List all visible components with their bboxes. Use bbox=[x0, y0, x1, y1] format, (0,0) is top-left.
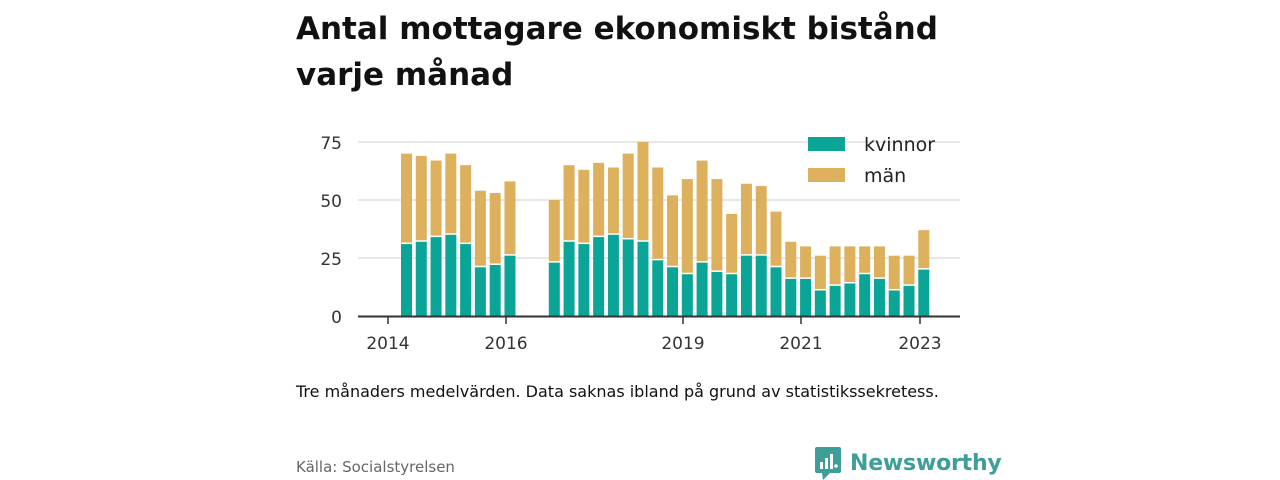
bar-kvinnor[interactable] bbox=[637, 241, 649, 316]
legend: kvinnor män bbox=[808, 134, 935, 187]
bar-man[interactable] bbox=[844, 246, 856, 283]
x-tick-label: 2019 bbox=[661, 334, 704, 354]
bar-man[interactable] bbox=[607, 167, 619, 234]
bar-kvinnor[interactable] bbox=[563, 241, 575, 316]
y-tick-label: 0 bbox=[331, 308, 342, 328]
bar-man[interactable] bbox=[918, 230, 930, 269]
bar-man[interactable] bbox=[548, 200, 560, 262]
chart-note: Tre månaders medelvärden. Data saknas ib… bbox=[296, 382, 939, 401]
y-tick-label: 25 bbox=[320, 250, 342, 270]
bar-kvinnor[interactable] bbox=[474, 267, 486, 316]
x-tick-label: 2023 bbox=[898, 334, 941, 354]
bar-man[interactable] bbox=[430, 160, 442, 236]
bar-man[interactable] bbox=[785, 241, 797, 278]
bar-man[interactable] bbox=[814, 255, 826, 289]
bar-kvinnor[interactable] bbox=[415, 241, 427, 316]
bar-kvinnor[interactable] bbox=[401, 244, 412, 316]
bar-kvinnor[interactable] bbox=[696, 262, 708, 316]
bar-man[interactable] bbox=[504, 181, 516, 255]
bar-kvinnor[interactable] bbox=[873, 278, 885, 316]
bar-man[interactable] bbox=[681, 179, 693, 273]
bar-man[interactable] bbox=[460, 165, 472, 243]
y-tick-label: 50 bbox=[320, 192, 342, 212]
bar-kvinnor[interactable] bbox=[578, 244, 590, 316]
bar-kvinnor[interactable] bbox=[829, 285, 841, 316]
bar-man[interactable] bbox=[637, 142, 649, 241]
bar-man[interactable] bbox=[903, 255, 915, 285]
bar-man[interactable] bbox=[401, 153, 412, 243]
bar-kvinnor[interactable] bbox=[918, 269, 930, 316]
bar-kvinnor[interactable] bbox=[726, 274, 738, 316]
stacked-bar-chart: 0 25 50 75 2014 2016 2019 2021 2023 kvinnor män bbox=[320, 134, 960, 354]
bar-man[interactable] bbox=[755, 186, 767, 255]
bar-kvinnor[interactable] bbox=[667, 267, 679, 316]
bar-kvinnor[interactable] bbox=[859, 274, 871, 316]
bar-kvinnor[interactable] bbox=[593, 237, 605, 316]
chart-title: Antal mottagare ekonomiskt bistånd varje… bbox=[296, 11, 938, 93]
bar-kvinnor[interactable] bbox=[888, 290, 900, 316]
x-tick-label: 2014 bbox=[366, 334, 409, 354]
bar-man[interactable] bbox=[873, 246, 885, 278]
bar-man[interactable] bbox=[888, 255, 900, 289]
bar-man[interactable] bbox=[696, 160, 708, 262]
bar-kvinnor[interactable] bbox=[785, 278, 797, 316]
bar-kvinnor[interactable] bbox=[430, 237, 442, 316]
bar-chart-speech-bubble-icon bbox=[815, 447, 841, 480]
bar-man[interactable] bbox=[711, 179, 723, 271]
bar-man[interactable] bbox=[489, 193, 501, 264]
bar-kvinnor[interactable] bbox=[460, 244, 472, 316]
bar-kvinnor[interactable] bbox=[681, 274, 693, 316]
axes: 0 25 50 75 2014 2016 2019 2021 2023 bbox=[320, 134, 960, 354]
bar-kvinnor[interactable] bbox=[548, 262, 560, 316]
bar-kvinnor[interactable] bbox=[445, 234, 457, 316]
bar-kvinnor[interactable] bbox=[903, 285, 915, 316]
bar-kvinnor[interactable] bbox=[489, 264, 501, 316]
x-tick-label: 2016 bbox=[484, 334, 527, 354]
bar-man[interactable] bbox=[726, 213, 738, 273]
bar-man[interactable] bbox=[829, 246, 841, 285]
bar-man[interactable] bbox=[578, 169, 590, 243]
source-label: Källa: Socialstyrelsen bbox=[296, 458, 455, 476]
bar-kvinnor[interactable] bbox=[504, 255, 516, 316]
bar-man[interactable] bbox=[563, 165, 575, 241]
bar-kvinnor[interactable] bbox=[755, 255, 767, 316]
bar-man[interactable] bbox=[859, 246, 871, 273]
bar-man[interactable] bbox=[800, 246, 812, 278]
bar-man[interactable] bbox=[445, 153, 457, 234]
bars bbox=[401, 142, 930, 316]
bar-kvinnor[interactable] bbox=[740, 255, 752, 316]
bar-man[interactable] bbox=[415, 155, 427, 241]
legend-swatch bbox=[808, 137, 845, 151]
bar-kvinnor[interactable] bbox=[607, 234, 619, 316]
bar-man[interactable] bbox=[652, 167, 664, 259]
legend-label: män bbox=[864, 165, 906, 187]
bar-kvinnor[interactable] bbox=[711, 271, 723, 316]
brand-logo[interactable]: Newsworthy bbox=[814, 446, 1002, 480]
legend-label: kvinnor bbox=[864, 134, 935, 156]
bar-kvinnor[interactable] bbox=[800, 278, 812, 316]
legend-swatch bbox=[808, 168, 845, 182]
bar-man[interactable] bbox=[740, 183, 752, 255]
bar-kvinnor[interactable] bbox=[770, 267, 782, 316]
bar-kvinnor[interactable] bbox=[622, 239, 634, 316]
bar-man[interactable] bbox=[770, 211, 782, 266]
bar-man[interactable] bbox=[667, 195, 679, 266]
bar-kvinnor[interactable] bbox=[844, 283, 856, 316]
bar-kvinnor[interactable] bbox=[814, 290, 826, 316]
bar-man[interactable] bbox=[593, 162, 605, 236]
bar-kvinnor[interactable] bbox=[652, 260, 664, 316]
bar-man[interactable] bbox=[474, 190, 486, 266]
bar-man[interactable] bbox=[622, 153, 634, 238]
x-tick-label: 2021 bbox=[779, 334, 822, 354]
brand-name: Newsworthy bbox=[850, 450, 1002, 476]
y-tick-label: 75 bbox=[320, 134, 342, 154]
